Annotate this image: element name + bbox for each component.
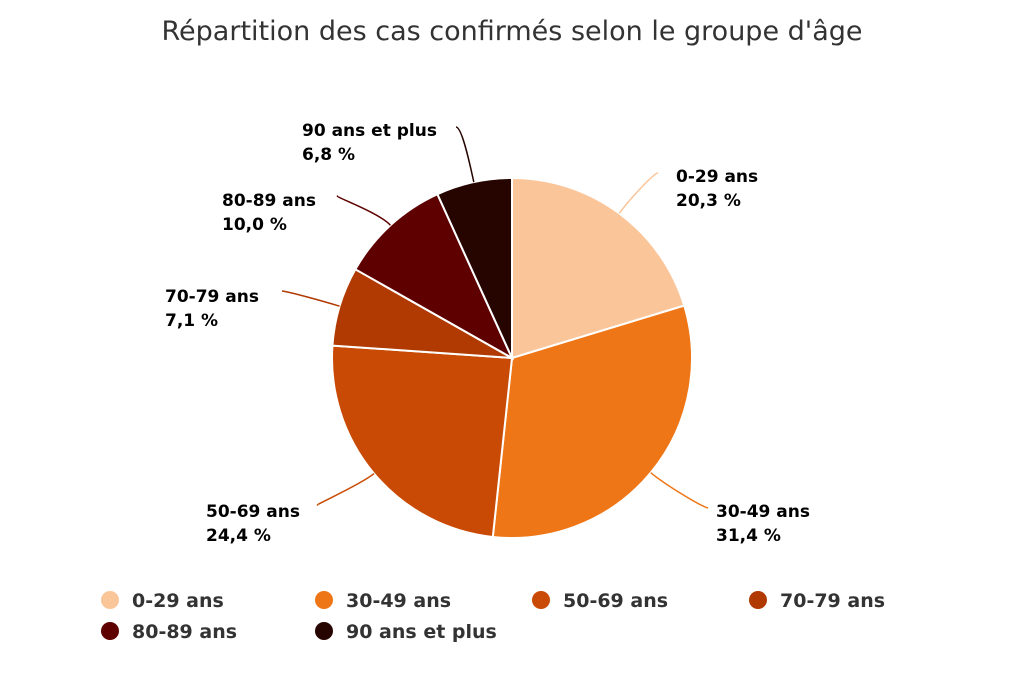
slice-labels: 0-29 ans 20,3 % 30-49 ans 31,4 % 50-69 ans 24… [165, 121, 810, 546]
data-label-category: 50-69 ans [206, 502, 300, 522]
data-label-category: 0-29 ans [676, 167, 758, 187]
legend-label: 50-69 ans [563, 590, 668, 612]
data-label-value: 10,0 % [222, 215, 287, 235]
pie-slice-80-89-ans[interactable] [354, 192, 515, 361]
label-connector [317, 473, 375, 506]
data-label-value: 24,4 % [206, 526, 271, 546]
legend-label: 80-89 ans [132, 621, 237, 643]
legend-item[interactable]: 90 ans et plus [315, 621, 497, 643]
data-label: 50-69 ans 24,4 % [206, 502, 300, 546]
data-label: 30-49 ans 31,4 % [716, 502, 810, 546]
legend-marker [101, 622, 119, 640]
data-label-category: 70-79 ans [165, 287, 259, 307]
legend-marker [532, 591, 550, 609]
legend-item[interactable]: 50-69 ans [532, 590, 668, 612]
legend-label: 90 ans et plus [346, 621, 497, 643]
label-connector [650, 472, 709, 509]
data-label-value: 20,3 % [676, 191, 741, 211]
legend-label: 30-49 ans [346, 590, 451, 612]
data-label: 70-79 ans 7,1 % [165, 287, 259, 331]
legend-item[interactable]: 30-49 ans [315, 590, 451, 612]
data-label-category: 90 ans et plus [302, 121, 437, 141]
legend-marker [101, 591, 119, 609]
label-connector [618, 172, 659, 214]
label-connector [337, 195, 391, 226]
legend-marker [315, 622, 333, 640]
legend-item[interactable]: 70-79 ans [749, 590, 885, 612]
legend: 0-29 ans 30-49 ans 50-69 ans 70-79 ans 80-89… [101, 590, 885, 643]
label-connectors [281, 126, 709, 509]
pie-slice-0-29-ans[interactable] [511, 176, 686, 360]
data-label: 80-89 ans 10,0 % [222, 191, 316, 235]
pie-slices [331, 176, 693, 539]
data-label-value: 6,8 % [302, 145, 355, 165]
legend-label: 0-29 ans [132, 590, 224, 612]
data-label-category: 30-49 ans [716, 502, 810, 522]
pie-slice-90-ans-et-plus[interactable] [436, 176, 513, 359]
data-label-category: 80-89 ans [222, 191, 316, 211]
data-label-value: 31,4 % [716, 526, 781, 546]
chart-title: Répartition des cas confirmés selon le g… [162, 16, 863, 47]
label-connector [281, 290, 340, 307]
legend-label: 70-79 ans [780, 590, 885, 612]
label-connector [455, 126, 475, 183]
legend-marker [315, 591, 333, 609]
pie-slice-50-69-ans[interactable] [331, 344, 514, 539]
data-label: 90 ans et plus 6,8 % [302, 121, 437, 165]
legend-item[interactable]: 0-29 ans [101, 590, 224, 612]
data-label-value: 7,1 % [165, 311, 218, 331]
data-label: 0-29 ans 20,3 % [676, 167, 758, 211]
legend-item[interactable]: 80-89 ans [101, 621, 237, 643]
legend-marker [749, 591, 767, 609]
